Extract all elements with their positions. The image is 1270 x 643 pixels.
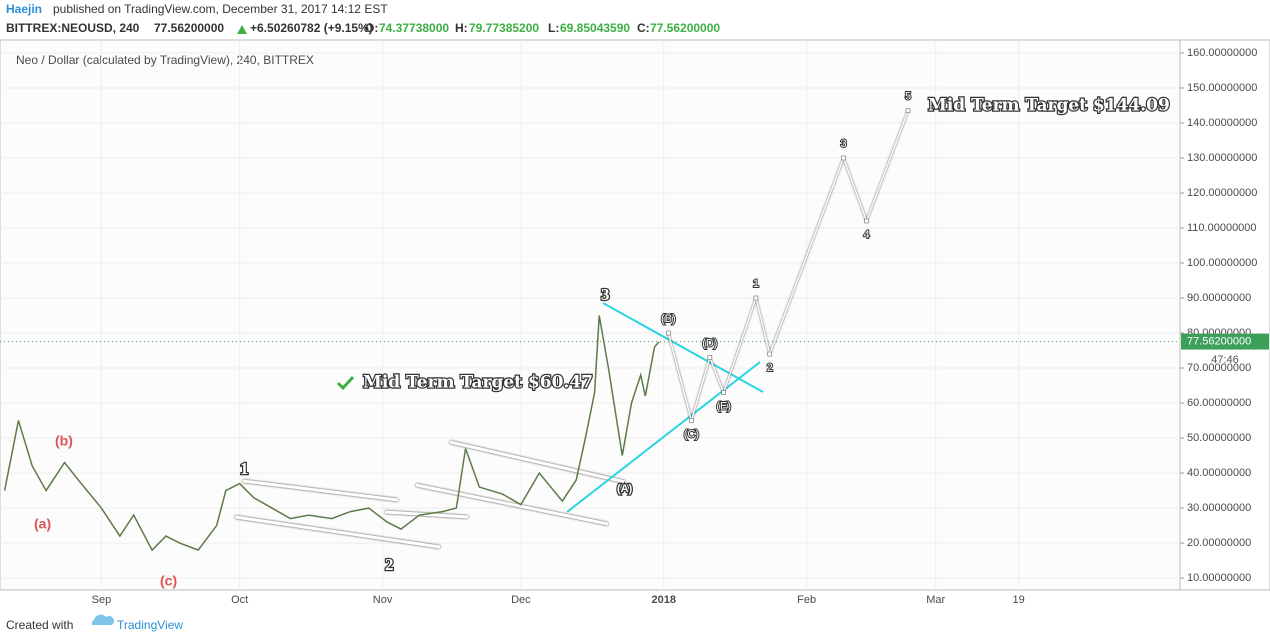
y-tick-label: 30.00000000 [1187, 502, 1251, 514]
wave-label: (b) [55, 433, 73, 449]
countdown: 47:46 [1211, 354, 1239, 366]
o-value: 74.37738000 [379, 21, 449, 35]
wave-label: (a) [34, 516, 51, 532]
wave-label: 3 [601, 285, 610, 304]
footer-brand[interactable]: TradingView [117, 618, 183, 632]
channels [234, 440, 626, 549]
wave-label: 2 [385, 555, 394, 574]
x-tick-label: Dec [511, 594, 531, 606]
vertex [841, 155, 846, 161]
x-tick-label: Mar [926, 594, 945, 606]
footer-text: Created with [6, 618, 73, 632]
up-arrow [237, 25, 247, 34]
y-tick-label: 70.00000000 [1187, 362, 1251, 374]
wave-label: 1 [240, 459, 249, 478]
published: published on TradingView.com, December 3… [53, 2, 388, 16]
last-price-tag [1181, 333, 1269, 350]
channel-line [449, 440, 626, 484]
x-tick-label: Oct [231, 594, 248, 606]
y-tick-label: 100.00000000 [1187, 257, 1257, 269]
l-value: 69.85043590 [560, 21, 630, 35]
channel-line [242, 479, 399, 502]
vertex [864, 218, 869, 224]
wave-label: (c) [160, 573, 177, 589]
c-value: 77.56200000 [650, 21, 720, 35]
change: +6.50260782 (+9.15%) [250, 21, 373, 35]
wave-label: (B) [661, 313, 676, 325]
chart-title: Neo / Dollar (calculated by TradingView)… [16, 53, 314, 67]
x-tick-label: 19 [1013, 594, 1025, 606]
check-icon [336, 375, 355, 391]
vertex [905, 108, 911, 113]
y-tick-label: 10.00000000 [1187, 572, 1251, 584]
author[interactable]: Haejin [6, 2, 42, 16]
wave-label: 4 [864, 229, 870, 241]
y-tick-label: 50.00000000 [1187, 432, 1251, 444]
grid [0, 40, 1180, 590]
wave-label: 3 [840, 138, 846, 150]
y-tick-label: 160.00000000 [1187, 47, 1257, 59]
wave-label: 5 [905, 91, 911, 103]
triangle-line [602, 302, 764, 393]
o-label: O: [365, 21, 378, 35]
symbol: BITTREX:NEOUSD, 240 [6, 21, 140, 35]
target-label: Mid Term Target $60.47 [363, 373, 593, 393]
logo [91, 614, 114, 625]
y-tick-label: 150.00000000 [1187, 82, 1257, 94]
wave-label: (E) [716, 400, 731, 412]
wave-label: 1 [753, 278, 759, 290]
y-tick-label: 130.00000000 [1187, 152, 1257, 164]
y-tick-label: 60.00000000 [1187, 397, 1251, 409]
price-axis [1179, 39, 1270, 591]
target-label: Mid Term Target $144.09 [928, 96, 1170, 116]
y-tick-label: 40.00000000 [1187, 467, 1251, 479]
x-tick-label: Sep [92, 594, 112, 606]
y-tick-label: 140.00000000 [1187, 117, 1257, 129]
plot [3, 110, 909, 552]
x-tick-label: Feb [797, 594, 816, 606]
price-line [3, 315, 660, 552]
y-tick-label: 110.00000000 [1187, 222, 1257, 234]
l-label: L: [548, 21, 559, 35]
x-tick-label: 2018 [652, 594, 676, 606]
wave-label: (C) [684, 428, 699, 440]
vertex [767, 351, 773, 357]
vertex [753, 295, 759, 301]
y-tick-label: 20.00000000 [1187, 537, 1251, 549]
channel-line [234, 515, 441, 549]
wave-label: (D) [702, 337, 717, 349]
wave-label: (A) [617, 483, 633, 495]
triangle-line [566, 361, 761, 513]
x-tick-label: Nov [373, 594, 393, 606]
plot-area [0, 39, 1181, 591]
vertex [689, 418, 694, 423]
h-value: 79.77385200 [469, 21, 539, 35]
channel-line [415, 483, 609, 526]
h-label: H: [455, 21, 468, 35]
y-tick-label: 120.00000000 [1187, 187, 1257, 199]
vertex [666, 330, 671, 336]
wave-label: 2 [767, 362, 773, 374]
vertex [721, 390, 726, 395]
y-tick-label: 90.00000000 [1187, 292, 1251, 304]
c-label: C: [637, 21, 650, 35]
vertex [707, 355, 713, 360]
price: 77.56200000 [154, 21, 224, 35]
last-price-label: 77.56200000 [1187, 335, 1251, 347]
